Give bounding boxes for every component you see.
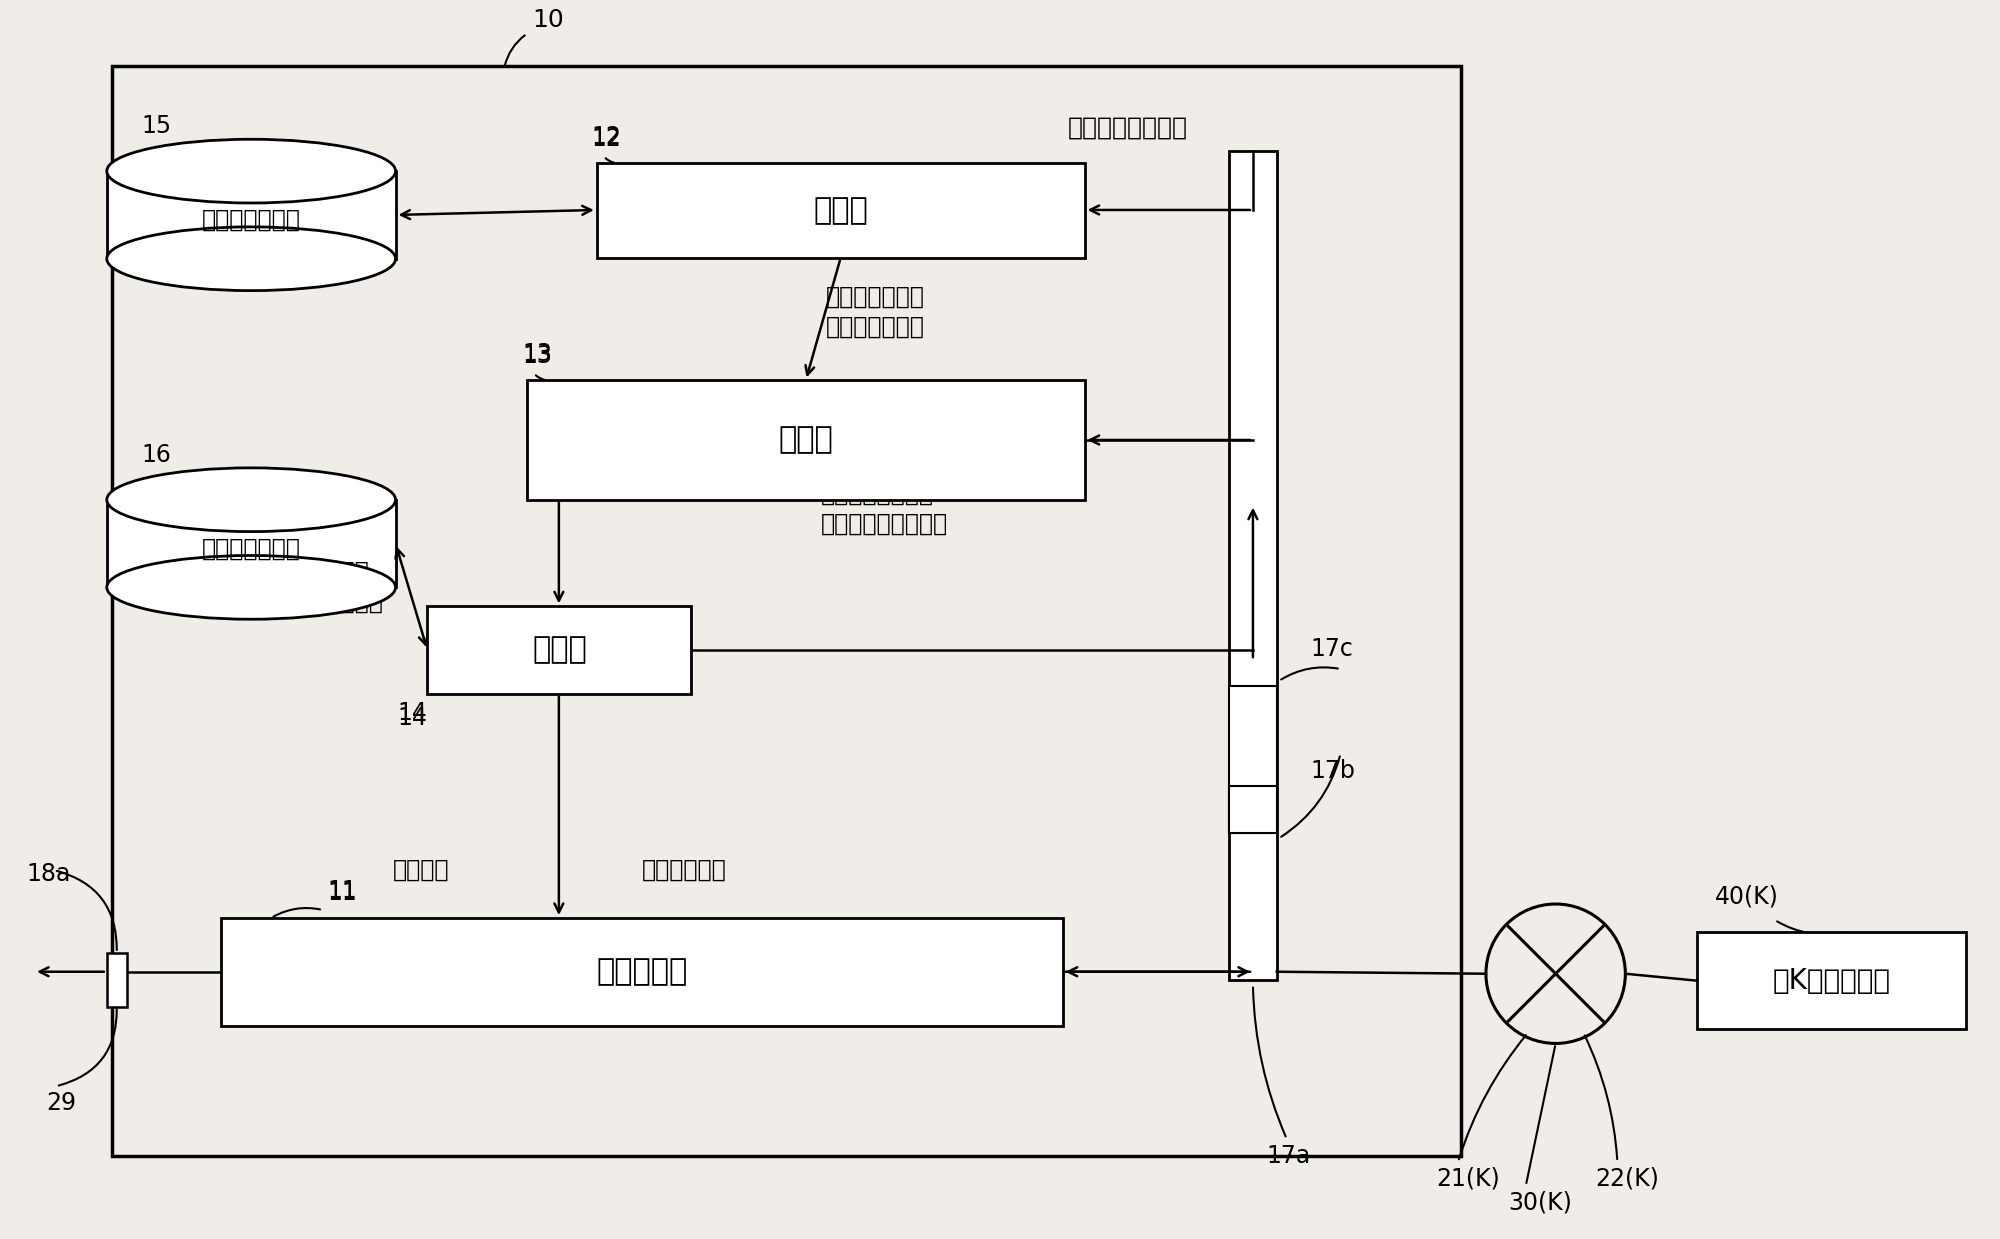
Text: 13: 13 [522, 342, 552, 367]
Text: 10: 10 [532, 7, 564, 32]
Text: 通信线路硬件信息: 通信线路硬件信息 [1068, 115, 1188, 139]
Text: 判定部: 判定部 [778, 425, 834, 455]
Text: 30(K): 30(K) [1508, 1191, 1572, 1214]
Text: 29: 29 [46, 1092, 76, 1115]
Text: 预测部: 预测部 [814, 196, 868, 225]
Ellipse shape [106, 139, 396, 203]
Text: 监视服务器候选: 监视服务器候选 [826, 315, 924, 338]
Text: 14: 14 [398, 706, 428, 730]
Text: 12: 12 [592, 128, 622, 151]
Text: 22(K): 22(K) [1596, 1167, 1660, 1191]
Ellipse shape [106, 227, 396, 291]
Text: 通信线路候选、: 通信线路候选、 [826, 285, 924, 309]
Text: 一个监视服务器候选: 一个监视服务器候选 [820, 512, 948, 535]
Ellipse shape [106, 555, 396, 620]
FancyBboxPatch shape [428, 606, 692, 694]
Text: 16: 16 [142, 442, 172, 467]
FancyBboxPatch shape [106, 171, 396, 259]
FancyBboxPatch shape [1230, 686, 1276, 834]
Text: 14: 14 [398, 701, 428, 725]
Text: 11: 11 [328, 878, 358, 903]
FancyBboxPatch shape [1230, 786, 1276, 834]
Text: 使用通信线路: 使用通信线路 [286, 560, 370, 584]
Text: 17c: 17c [1310, 637, 1354, 662]
Text: 18a: 18a [26, 862, 70, 886]
FancyBboxPatch shape [596, 164, 1084, 258]
Text: 12: 12 [592, 125, 622, 149]
FancyBboxPatch shape [106, 953, 126, 1006]
Text: 设定数据: 设定数据 [392, 859, 450, 882]
Text: 试验通信结果: 试验通信结果 [642, 859, 726, 882]
FancyBboxPatch shape [528, 380, 1084, 499]
Text: 17b: 17b [1310, 758, 1356, 783]
Text: 21(K): 21(K) [1436, 1167, 1500, 1191]
FancyBboxPatch shape [1230, 151, 1276, 980]
Text: 第K监视服务器: 第K监视服务器 [1772, 966, 1890, 995]
Text: 设定部: 设定部 [532, 636, 586, 664]
Text: 使用监视服务器: 使用监视服务器 [286, 590, 384, 613]
Ellipse shape [106, 468, 396, 532]
FancyBboxPatch shape [1698, 932, 1966, 1030]
Text: 通信设定数据库: 通信设定数据库 [202, 536, 300, 560]
Text: 通信线路数据库: 通信线路数据库 [202, 208, 300, 232]
Text: 40(K): 40(K) [1714, 883, 1778, 908]
Text: 13: 13 [522, 344, 552, 368]
Text: 15: 15 [142, 114, 172, 139]
Text: 一个通信线路候选: 一个通信线路候选 [820, 482, 934, 506]
Text: 通信中继器: 通信中继器 [596, 958, 688, 986]
FancyBboxPatch shape [106, 499, 396, 587]
Text: 17a: 17a [1266, 1144, 1312, 1168]
Text: 11: 11 [328, 881, 358, 904]
FancyBboxPatch shape [222, 918, 1062, 1026]
